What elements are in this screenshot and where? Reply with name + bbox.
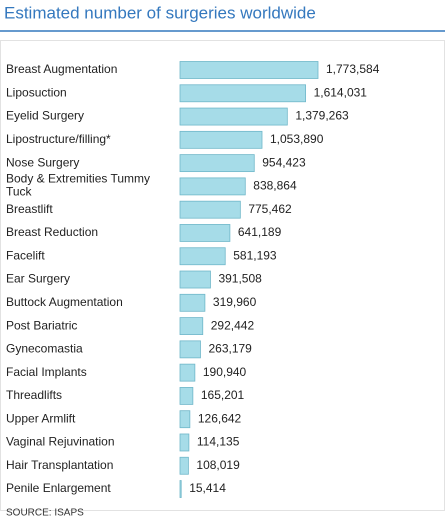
bar (179, 317, 204, 335)
value-label: 15,414 (189, 481, 226, 495)
category-label: Penile Enlargement (6, 481, 111, 495)
bar (179, 247, 226, 266)
value-label: 126,642 (198, 411, 242, 425)
category-label: Hair Transplantation (6, 458, 113, 472)
value-label: 319,960 (213, 295, 257, 309)
value-label: 581,193 (233, 248, 277, 262)
source-note: SOURCE: ISAPS (6, 508, 84, 519)
value-label: 114,135 (197, 435, 240, 449)
category-label: Lipostructure/filling* (6, 132, 111, 146)
value-label: 641,189 (238, 225, 282, 239)
bar (179, 270, 211, 289)
bar (179, 84, 306, 103)
category-label: Threadlifts (6, 388, 62, 402)
bar (179, 200, 241, 219)
category-label: Gynecomastia (6, 342, 83, 356)
bar (179, 130, 263, 149)
bar (179, 433, 190, 452)
category-label: Ear Surgery (6, 272, 70, 286)
value-label: 190,940 (203, 365, 247, 379)
chart-title: Estimated number of surgeries worldwide (4, 3, 316, 22)
value-label: 1,053,890 (270, 132, 324, 146)
value-label: 108,019 (196, 458, 240, 472)
category-label: Facelift (6, 248, 45, 262)
value-label: 165,201 (201, 388, 245, 402)
bar (179, 480, 182, 498)
value-label: 838,864 (253, 179, 297, 193)
category-label: Upper Armlift (6, 411, 76, 425)
bar (179, 293, 206, 312)
category-label: Eyelid Surgery (6, 109, 84, 123)
value-label: 263,179 (208, 342, 252, 356)
value-label: 954,423 (262, 155, 306, 169)
category-label: Vaginal Rejuvination (6, 435, 115, 449)
category-label: Nose Surgery (6, 155, 79, 169)
value-label: 1,379,263 (295, 109, 349, 123)
category-label: Breastlift (6, 202, 53, 216)
bar (179, 410, 191, 429)
bar (179, 456, 189, 475)
value-label: 292,442 (211, 318, 255, 332)
category-label: Buttock Augmentation (6, 295, 123, 309)
bar (179, 363, 196, 382)
category-label: Body & Extremities Tummy Tuck (6, 172, 153, 199)
category-label: Post Bariatric (6, 318, 77, 332)
category-label: Breast Augmentation (6, 62, 117, 76)
value-label: 1,614,031 (314, 85, 368, 99)
bar (179, 107, 288, 126)
bar (179, 154, 255, 173)
value-label: 391,508 (218, 272, 262, 286)
category-label: Facial Implants (6, 365, 87, 379)
bar (179, 340, 201, 359)
category-label: Liposuction (6, 85, 67, 99)
value-label: 1,773,584 (326, 62, 380, 76)
bar (179, 177, 246, 196)
category-label: Breast Reduction (6, 225, 98, 239)
bar (179, 224, 231, 242)
bar (179, 387, 194, 405)
value-label: 775,462 (248, 202, 292, 216)
bar (179, 61, 319, 79)
